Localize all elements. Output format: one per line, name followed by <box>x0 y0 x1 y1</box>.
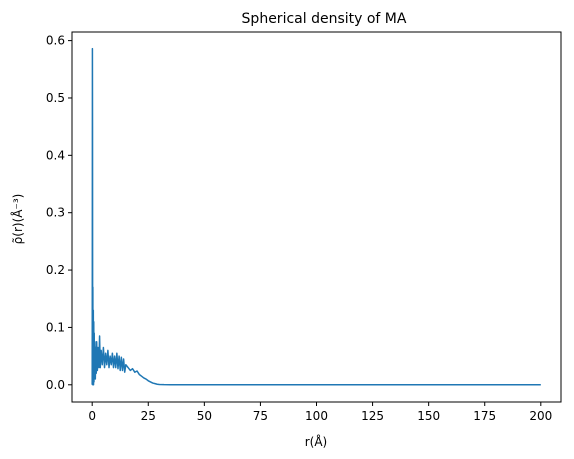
x-tick-label: 75 <box>253 409 268 423</box>
y-tick-label: 0.5 <box>46 91 65 105</box>
y-tick-label: 0.2 <box>46 263 65 277</box>
y-tick-label: 0.1 <box>46 320 65 334</box>
x-axis: 0 25 50 75 100 125 150 175 200 <box>88 402 552 423</box>
y-tick-label: 0.0 <box>46 378 65 392</box>
y-tick-label: 0.3 <box>46 206 65 220</box>
x-tick-label: 0 <box>88 409 96 423</box>
y-axis: 0.0 0.1 0.2 0.3 0.4 0.5 0.6 <box>46 34 72 392</box>
y-axis-label: ρ̃(r)(Å⁻³) <box>10 194 25 245</box>
x-tick-label: 125 <box>361 409 384 423</box>
x-tick-label: 100 <box>305 409 328 423</box>
x-tick-label: 200 <box>529 409 552 423</box>
chart-title: Spherical density of MA <box>242 11 407 27</box>
y-tick-label: 0.4 <box>46 148 65 162</box>
series-line <box>91 47 541 386</box>
y-tick-label: 0.6 <box>46 34 65 48</box>
x-tick-label: 25 <box>141 409 156 423</box>
x-axis-label: r(Å) <box>305 434 328 449</box>
x-tick-label: 50 <box>197 409 212 423</box>
x-tick-label: 175 <box>473 409 496 423</box>
x-tick-label: 150 <box>417 409 440 423</box>
